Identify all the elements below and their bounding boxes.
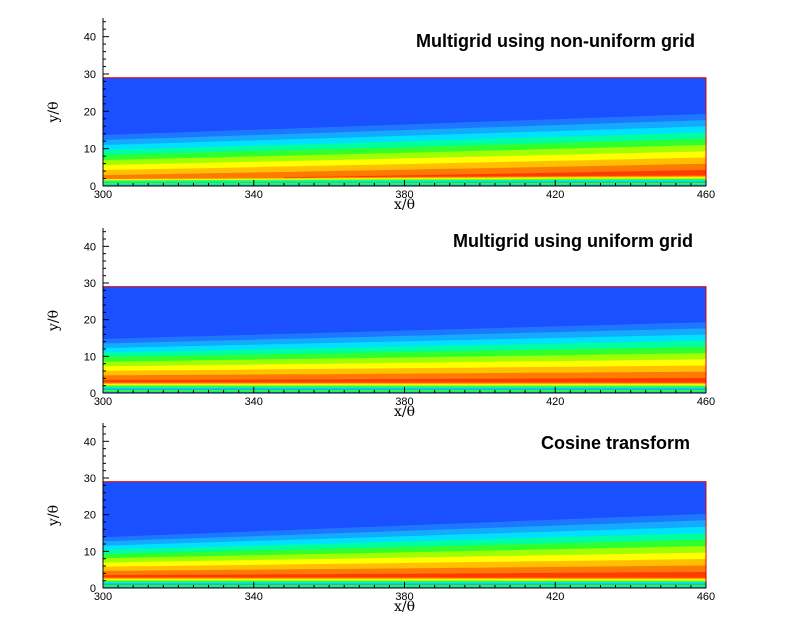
y-tick-label: 10 bbox=[84, 144, 96, 156]
x-tick-label: 300 bbox=[94, 189, 112, 201]
x-tick-label: 340 bbox=[245, 189, 263, 201]
x-tick-label: 460 bbox=[697, 396, 715, 408]
chart-panel-1: 0 10 20 30 40 300 340 380 420 460 x/θ y/θ Multigrid … bbox=[46, 18, 715, 213]
x-tick-label: 380 bbox=[395, 396, 413, 408]
contour-field bbox=[103, 77, 706, 186]
y-tick-label: 40 bbox=[84, 241, 96, 253]
contour-field bbox=[103, 286, 706, 393]
x-tick-label: 420 bbox=[546, 189, 564, 201]
y-tick-label: 20 bbox=[84, 106, 96, 118]
x-tick-label: 420 bbox=[546, 396, 564, 408]
y-axis-label: y/θ bbox=[46, 310, 62, 332]
y-tick-label: 10 bbox=[84, 546, 96, 558]
chart-title: Cosine transform bbox=[541, 433, 690, 453]
chart-title: Multigrid using uniform grid bbox=[453, 231, 693, 251]
chart-title: Multigrid using non-uniform grid bbox=[416, 31, 695, 51]
y-tick-label: 10 bbox=[84, 351, 96, 363]
x-tick-label: 340 bbox=[245, 591, 263, 603]
x-tick-label: 420 bbox=[546, 591, 564, 603]
x-axis-label: x/θ bbox=[394, 404, 415, 420]
y-axis-label: y/θ bbox=[46, 101, 62, 123]
contour-level-10 bbox=[283, 169, 706, 179]
x-axis-label: x/θ bbox=[394, 197, 415, 213]
y-tick-label: 20 bbox=[84, 315, 96, 327]
y-axis-label: y/θ bbox=[46, 505, 62, 527]
y-tick-label: 30 bbox=[84, 69, 96, 81]
x-axis-label: x/θ bbox=[394, 599, 415, 615]
x-tick-label: 300 bbox=[94, 591, 112, 603]
x-tick-label: 340 bbox=[245, 396, 263, 408]
y-tick-label: 20 bbox=[84, 510, 96, 522]
y-tick-label: 0 bbox=[90, 583, 96, 595]
x-tick-label: 460 bbox=[697, 189, 715, 201]
chart-panel-2: 0 10 20 30 40 300 340 380 420 460 x/θ y/θ Multigrid … bbox=[46, 228, 715, 420]
contour-level-10 bbox=[103, 572, 706, 578]
x-tick-label: 460 bbox=[697, 591, 715, 603]
x-tick-label: 300 bbox=[94, 396, 112, 408]
y-tick-label: 0 bbox=[90, 181, 96, 193]
x-tick-label: 380 bbox=[395, 189, 413, 201]
y-tick-label: 0 bbox=[90, 388, 96, 400]
contour-level-10 bbox=[103, 377, 706, 383]
x-tick-label: 380 bbox=[395, 591, 413, 603]
chart-panel-3: 0 10 20 30 40 300 340 380 420 460 x/θ y/θ Cosine tra… bbox=[46, 423, 715, 615]
y-tick-label: 30 bbox=[84, 473, 96, 485]
y-tick-label: 30 bbox=[84, 278, 96, 290]
contour-field bbox=[103, 481, 706, 588]
y-tick-label: 40 bbox=[84, 32, 96, 44]
y-tick-label: 40 bbox=[84, 436, 96, 448]
